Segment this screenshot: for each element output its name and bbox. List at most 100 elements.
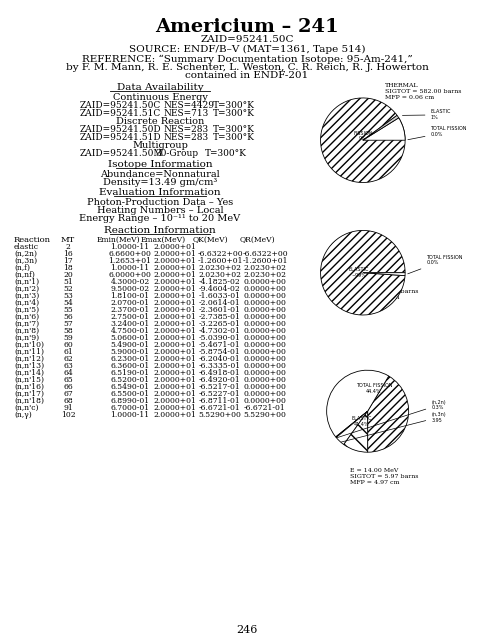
Text: 9.5000-02: 9.5000-02 bbox=[110, 285, 149, 293]
Text: Energy Range – 10⁻¹¹ to 20 MeV: Energy Range – 10⁻¹¹ to 20 MeV bbox=[79, 214, 241, 223]
Text: 6.8990-01: 6.8990-01 bbox=[110, 397, 149, 405]
Text: 0.0000+00: 0.0000+00 bbox=[244, 341, 287, 349]
Text: 2.0230+02: 2.0230+02 bbox=[244, 264, 287, 272]
Text: 0.0000+00: 0.0000+00 bbox=[244, 355, 287, 363]
Text: 2.0000+01: 2.0000+01 bbox=[153, 404, 197, 412]
Text: 0.0000+00: 0.0000+00 bbox=[244, 299, 287, 307]
Text: -6.8711-01: -6.8711-01 bbox=[199, 397, 241, 405]
Text: 246: 246 bbox=[236, 625, 258, 635]
Wedge shape bbox=[336, 412, 368, 438]
Text: -5.0390-01: -5.0390-01 bbox=[199, 334, 241, 342]
Text: 2.0230+02: 2.0230+02 bbox=[244, 271, 287, 279]
Text: Abundance=Nonnatural: Abundance=Nonnatural bbox=[100, 170, 220, 179]
Text: 6.2300-01: 6.2300-01 bbox=[110, 355, 149, 363]
Text: MT: MT bbox=[61, 236, 75, 244]
Text: 65: 65 bbox=[63, 376, 73, 384]
Text: -5.8754-01: -5.8754-01 bbox=[199, 348, 241, 356]
Text: QR(MeV): QR(MeV) bbox=[239, 236, 275, 244]
Text: 53: 53 bbox=[63, 292, 73, 300]
Text: 2.0230+02: 2.0230+02 bbox=[198, 271, 242, 279]
Text: (n,n'c): (n,n'c) bbox=[14, 404, 39, 412]
Text: by F. M. Mann, R. E. Schenter, L. Weston, C. R. Reich, R. J. Howerton: by F. M. Mann, R. E. Schenter, L. Weston… bbox=[65, 63, 429, 72]
Text: -4.1825-02: -4.1825-02 bbox=[199, 278, 241, 286]
Text: 0.0000+00: 0.0000+00 bbox=[244, 327, 287, 335]
Text: T=300°K: T=300°K bbox=[205, 149, 247, 158]
Text: TOTAL FISSION
0.0%: TOTAL FISSION 0.0% bbox=[408, 255, 463, 274]
Text: NES=4429: NES=4429 bbox=[163, 101, 214, 110]
Text: (n,n'16): (n,n'16) bbox=[14, 383, 44, 391]
Text: (n,n'1): (n,n'1) bbox=[14, 278, 39, 286]
Text: 0.0000+00: 0.0000+00 bbox=[244, 369, 287, 377]
Text: (n,n'7): (n,n'7) bbox=[14, 320, 39, 328]
Text: (n,γ): (n,γ) bbox=[14, 411, 32, 419]
Text: 2.0000+01: 2.0000+01 bbox=[153, 334, 197, 342]
Text: Isotope Information: Isotope Information bbox=[108, 160, 212, 169]
Text: (n,n'14): (n,n'14) bbox=[14, 369, 44, 377]
Text: 0.0000+00: 0.0000+00 bbox=[244, 285, 287, 293]
Text: 60: 60 bbox=[63, 341, 73, 349]
Text: 2.0000+01: 2.0000+01 bbox=[153, 250, 197, 258]
Text: ZAID=95241.51D: ZAID=95241.51D bbox=[80, 133, 162, 142]
Text: 2.0000+01: 2.0000+01 bbox=[153, 243, 197, 251]
Text: (n,n'4): (n,n'4) bbox=[14, 299, 39, 307]
Text: 2.0700-01: 2.0700-01 bbox=[110, 299, 149, 307]
Wedge shape bbox=[344, 412, 368, 452]
Text: Data Availability: Data Availability bbox=[117, 83, 203, 92]
Text: 2.0000+01: 2.0000+01 bbox=[153, 257, 197, 265]
Text: (n,nf): (n,nf) bbox=[14, 271, 35, 279]
Text: ELASTIC
~99%: ELASTIC ~99% bbox=[348, 268, 369, 278]
Text: 0.0000+00: 0.0000+00 bbox=[244, 390, 287, 398]
Text: 2.0000+01: 2.0000+01 bbox=[153, 397, 197, 405]
Text: 2.7500-01: 2.7500-01 bbox=[110, 313, 149, 321]
Text: ZAID=95241.50D: ZAID=95241.50D bbox=[80, 125, 162, 134]
Text: -1.2600+01: -1.2600+01 bbox=[242, 257, 288, 265]
Text: Americium – 241: Americium – 241 bbox=[155, 18, 339, 36]
Text: 30-Group: 30-Group bbox=[155, 149, 198, 158]
Text: ZAID=95241.50C: ZAID=95241.50C bbox=[200, 35, 294, 44]
Text: SOURCE: ENDF/B–V (MAT=1361, Tape 514): SOURCE: ENDF/B–V (MAT=1361, Tape 514) bbox=[129, 45, 365, 54]
Text: 2.0000+01: 2.0000+01 bbox=[153, 320, 197, 328]
Text: 2.0000+01: 2.0000+01 bbox=[153, 355, 197, 363]
Text: 66: 66 bbox=[63, 383, 73, 391]
Text: -5.4671-01: -5.4671-01 bbox=[199, 341, 241, 349]
Text: 51: 51 bbox=[63, 278, 73, 286]
Wedge shape bbox=[368, 376, 409, 452]
Text: 6.3600-01: 6.3600-01 bbox=[110, 362, 149, 370]
Text: 6.5190-01: 6.5190-01 bbox=[110, 369, 149, 377]
Text: 4.3000-02: 4.3000-02 bbox=[110, 278, 149, 286]
Text: 2.0000+01: 2.0000+01 bbox=[153, 278, 197, 286]
Text: -6.6721-01: -6.6721-01 bbox=[199, 404, 241, 412]
Text: ZAID=95241.51C: ZAID=95241.51C bbox=[80, 109, 161, 118]
Text: T=300°K: T=300°K bbox=[213, 125, 255, 134]
Text: 59: 59 bbox=[63, 334, 73, 342]
Text: -6.6322+00: -6.6322+00 bbox=[197, 250, 243, 258]
Text: (n,3n)
3.95: (n,3n) 3.95 bbox=[341, 412, 446, 442]
Text: -6.2040-01: -6.2040-01 bbox=[199, 355, 241, 363]
Text: 0.0000+00: 0.0000+00 bbox=[244, 278, 287, 286]
Text: 58: 58 bbox=[63, 327, 73, 335]
Text: 67: 67 bbox=[63, 390, 73, 398]
Text: 2.0000+01: 2.0000+01 bbox=[153, 292, 197, 300]
Text: Reaction: Reaction bbox=[14, 236, 51, 244]
Text: 6.5200-01: 6.5200-01 bbox=[110, 376, 149, 384]
Wedge shape bbox=[336, 412, 368, 445]
Text: 2.0000+01: 2.0000+01 bbox=[153, 299, 197, 307]
Text: 0.0000+00: 0.0000+00 bbox=[244, 362, 287, 370]
Text: 0.0000+00: 0.0000+00 bbox=[244, 306, 287, 314]
Text: (n,3n): (n,3n) bbox=[14, 257, 37, 265]
Text: -2.7385-01: -2.7385-01 bbox=[199, 313, 241, 321]
Text: 56: 56 bbox=[63, 313, 73, 321]
Text: (n,n'17): (n,n'17) bbox=[14, 390, 44, 398]
Text: 2.0000+01: 2.0000+01 bbox=[153, 369, 197, 377]
Text: 2.0000+01: 2.0000+01 bbox=[153, 271, 197, 279]
Text: -6.6721-01: -6.6721-01 bbox=[244, 404, 286, 412]
Text: Reaction Information: Reaction Information bbox=[104, 226, 216, 235]
Text: 55: 55 bbox=[63, 306, 73, 314]
Text: (n,n'2): (n,n'2) bbox=[14, 285, 39, 293]
Text: TOTAL FISSION
0.0%: TOTAL FISSION 0.0% bbox=[408, 126, 467, 140]
Text: 102: 102 bbox=[61, 411, 75, 419]
Text: (n,n'10): (n,n'10) bbox=[14, 341, 44, 349]
Text: 62: 62 bbox=[63, 355, 73, 363]
Text: 0.0000+00: 0.0000+00 bbox=[244, 334, 287, 342]
Text: 0.0000+00: 0.0000+00 bbox=[244, 348, 287, 356]
